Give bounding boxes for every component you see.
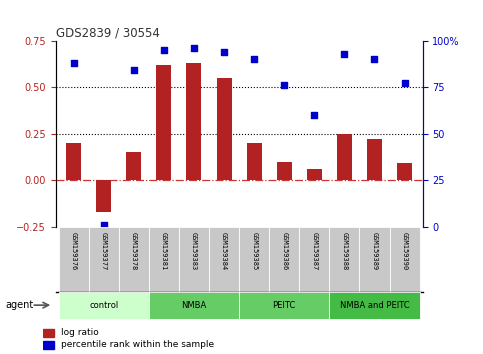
Bar — [239, 292, 329, 319]
Bar — [209, 227, 239, 292]
Bar — [126, 152, 142, 180]
Point — [250, 56, 258, 62]
Text: GSM159388: GSM159388 — [341, 232, 347, 270]
Point — [100, 222, 108, 228]
Point — [160, 47, 168, 53]
Point — [280, 82, 288, 88]
Bar — [367, 139, 382, 180]
Text: NMBA: NMBA — [181, 301, 207, 310]
Point — [130, 68, 138, 73]
Text: log ratio: log ratio — [61, 329, 99, 337]
Bar — [149, 292, 239, 319]
Text: PEITC: PEITC — [272, 301, 296, 310]
Bar — [216, 78, 231, 180]
Bar — [397, 163, 412, 180]
Text: GSM159390: GSM159390 — [401, 232, 408, 270]
Text: GSM159384: GSM159384 — [221, 232, 227, 270]
Bar — [89, 227, 119, 292]
Bar — [119, 227, 149, 292]
Bar — [277, 161, 292, 180]
Point — [70, 60, 77, 66]
Point — [311, 112, 318, 118]
Bar — [66, 143, 81, 180]
Text: GSM159386: GSM159386 — [281, 232, 287, 270]
Bar — [299, 227, 329, 292]
Bar — [156, 65, 171, 180]
Bar — [179, 227, 209, 292]
Bar — [239, 227, 269, 292]
Point — [370, 56, 378, 62]
Text: control: control — [89, 301, 118, 310]
Text: GSM159376: GSM159376 — [71, 232, 77, 270]
Text: percentile rank within the sample: percentile rank within the sample — [61, 341, 214, 349]
Text: GSM159385: GSM159385 — [251, 232, 257, 270]
Bar — [149, 227, 179, 292]
Text: GSM159383: GSM159383 — [191, 232, 197, 270]
Point — [401, 81, 409, 86]
Text: GSM159378: GSM159378 — [131, 232, 137, 270]
Bar — [389, 227, 420, 292]
Bar — [359, 227, 389, 292]
Text: GSM159389: GSM159389 — [371, 232, 378, 270]
Bar — [307, 169, 322, 180]
Bar — [186, 63, 201, 180]
Bar — [329, 227, 359, 292]
Bar — [58, 292, 149, 319]
Bar — [43, 341, 54, 349]
Text: GSM159387: GSM159387 — [312, 232, 317, 270]
Text: NMBA and PEITC: NMBA and PEITC — [340, 301, 409, 310]
Point — [220, 49, 228, 55]
Bar — [269, 227, 299, 292]
Bar — [337, 133, 352, 180]
Text: GSM159381: GSM159381 — [161, 232, 167, 270]
Point — [341, 51, 348, 57]
Point — [190, 45, 198, 51]
Bar — [96, 180, 111, 212]
Text: GSM159377: GSM159377 — [100, 232, 107, 270]
Bar — [247, 143, 262, 180]
Text: agent: agent — [6, 300, 34, 310]
Text: GDS2839 / 30554: GDS2839 / 30554 — [56, 27, 159, 40]
Bar — [329, 292, 420, 319]
Bar — [43, 329, 54, 337]
Bar — [58, 227, 89, 292]
